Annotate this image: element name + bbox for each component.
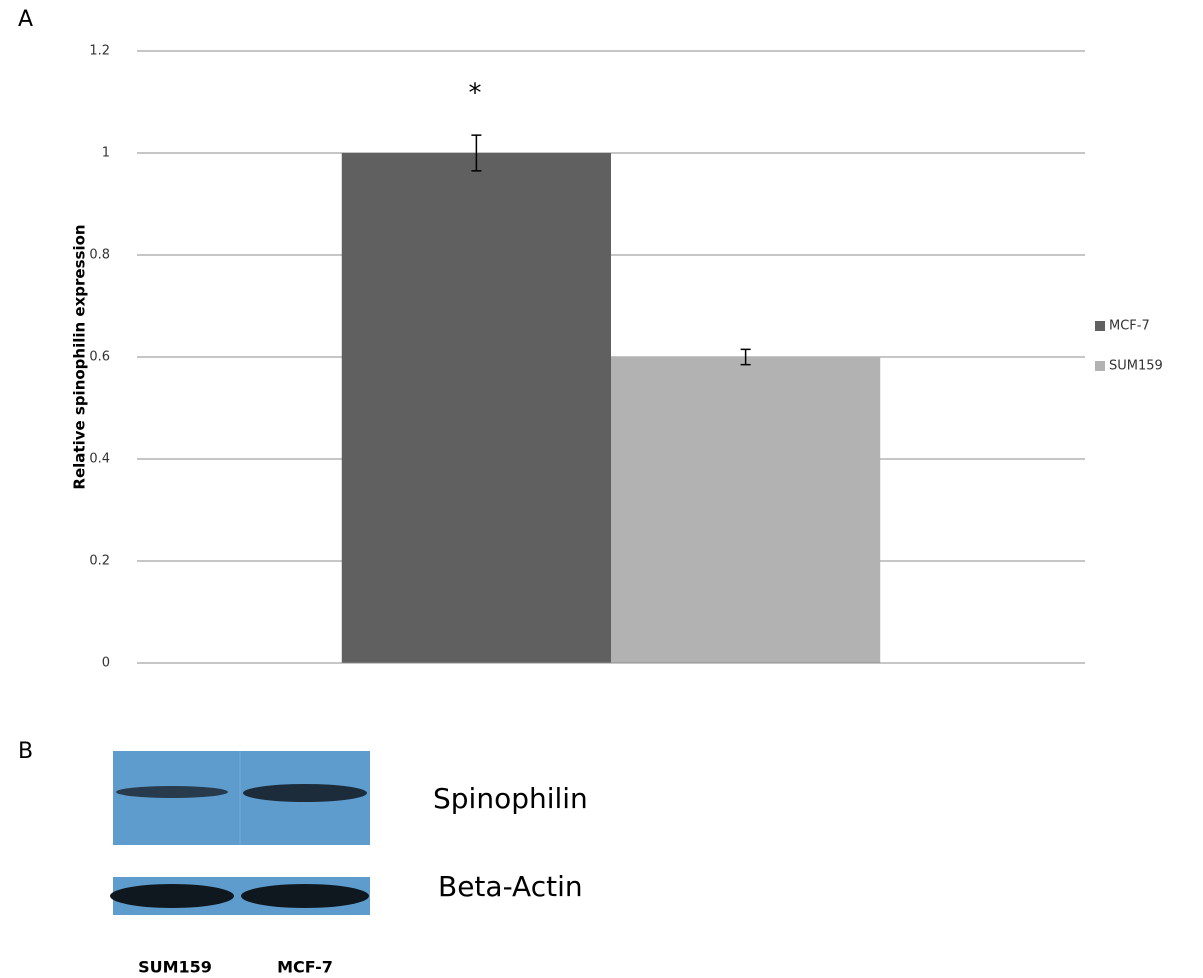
legend-swatch [1095, 321, 1105, 331]
band [243, 784, 367, 802]
band [241, 884, 369, 908]
y-axis-label: Relative spinophilin expression [71, 224, 89, 489]
y-tick-label: 0.8 [89, 248, 110, 263]
western-blot [110, 751, 370, 915]
lane-label: MCF-7 [277, 958, 333, 977]
legend-label: MCF-7 [1109, 319, 1150, 334]
panel-label: A [18, 7, 33, 32]
y-tick-label: 0.2 [89, 554, 110, 569]
blot-row-label: Beta-Actin [438, 870, 583, 903]
figure: A B Relative spinophilin expression * Sp… [0, 0, 1203, 978]
y-tick-label: 1.2 [89, 44, 110, 59]
page: {"chart_data": {"type": "bar", "panel_la… [0, 0, 1203, 978]
panel-label: B [18, 739, 33, 764]
y-tick-label: 0.6 [89, 350, 110, 365]
blot-row-label: Spinophilin [433, 782, 588, 815]
y-tick-label: 0.4 [89, 452, 110, 467]
band [110, 884, 234, 908]
lane-label: SUM159 [138, 958, 212, 977]
y-tick-label: 0 [102, 656, 110, 671]
bar [342, 153, 611, 663]
bar [611, 357, 880, 663]
legend-swatch [1095, 361, 1105, 371]
legend-label: SUM159 [1109, 359, 1163, 374]
y-tick-label: 1 [102, 146, 110, 161]
annotation: * [469, 79, 482, 109]
band [116, 786, 228, 798]
